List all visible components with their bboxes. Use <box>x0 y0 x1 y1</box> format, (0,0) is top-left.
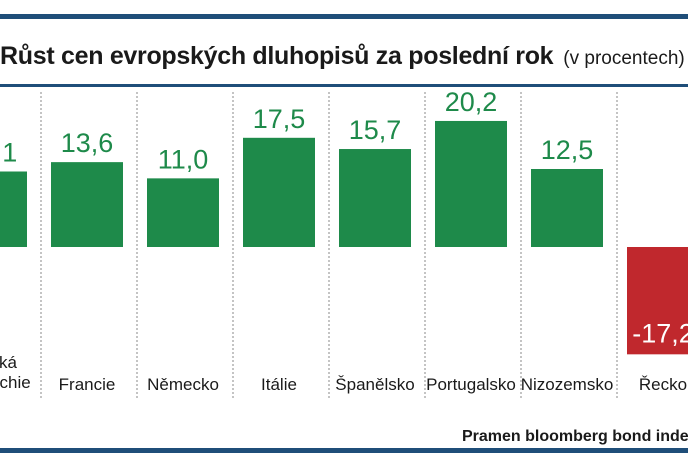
bars <box>0 120 688 355</box>
title-separator <box>0 84 688 87</box>
chart-title-row: Růst cen evropských dluhopisů za posledn… <box>0 42 685 71</box>
category-label: Portugalsko <box>426 375 516 394</box>
bar <box>0 171 27 247</box>
top-rule <box>0 14 688 19</box>
value-label: 11,0 <box>158 144 209 174</box>
bar <box>243 137 315 247</box>
value-label: 12,5 <box>541 135 594 165</box>
bar <box>435 120 507 247</box>
bar <box>627 247 688 355</box>
category-label: Itálie <box>261 375 297 394</box>
bar <box>339 149 411 247</box>
category-label: Britskámonarchie <box>0 353 31 392</box>
value-label: -17,2 <box>632 318 688 348</box>
category-label: Francie <box>59 375 116 394</box>
bar <box>531 169 603 247</box>
bar <box>51 162 123 247</box>
category-label: Řecko <box>639 375 687 394</box>
value-label: 17,5 <box>253 104 306 134</box>
unit-note: (v procentech) <box>563 48 685 69</box>
value-label: 20,2 <box>445 87 498 117</box>
value-label: 12,1 <box>0 137 17 167</box>
chart-title: Růst cen evropských dluhopisů za posledn… <box>0 42 554 70</box>
category-label: Německo <box>147 375 219 394</box>
gridlines <box>40 92 618 400</box>
category-labels: Britskámonarchie Francie Německo Itálie Špan… <box>0 353 687 394</box>
category-label: Španělsko <box>335 375 414 394</box>
category-label: Nizozemsko <box>521 375 614 394</box>
source-note: Pramen bloomberg bond index <box>462 428 688 445</box>
bottom-rule <box>0 448 688 453</box>
value-labels: 12,1 13,6 11,0 17,5 15,7 20,2 12,5 -17,2 <box>0 87 688 348</box>
value-label: 15,7 <box>349 115 402 145</box>
value-label: 13,6 <box>61 128 114 158</box>
bar <box>147 178 219 247</box>
